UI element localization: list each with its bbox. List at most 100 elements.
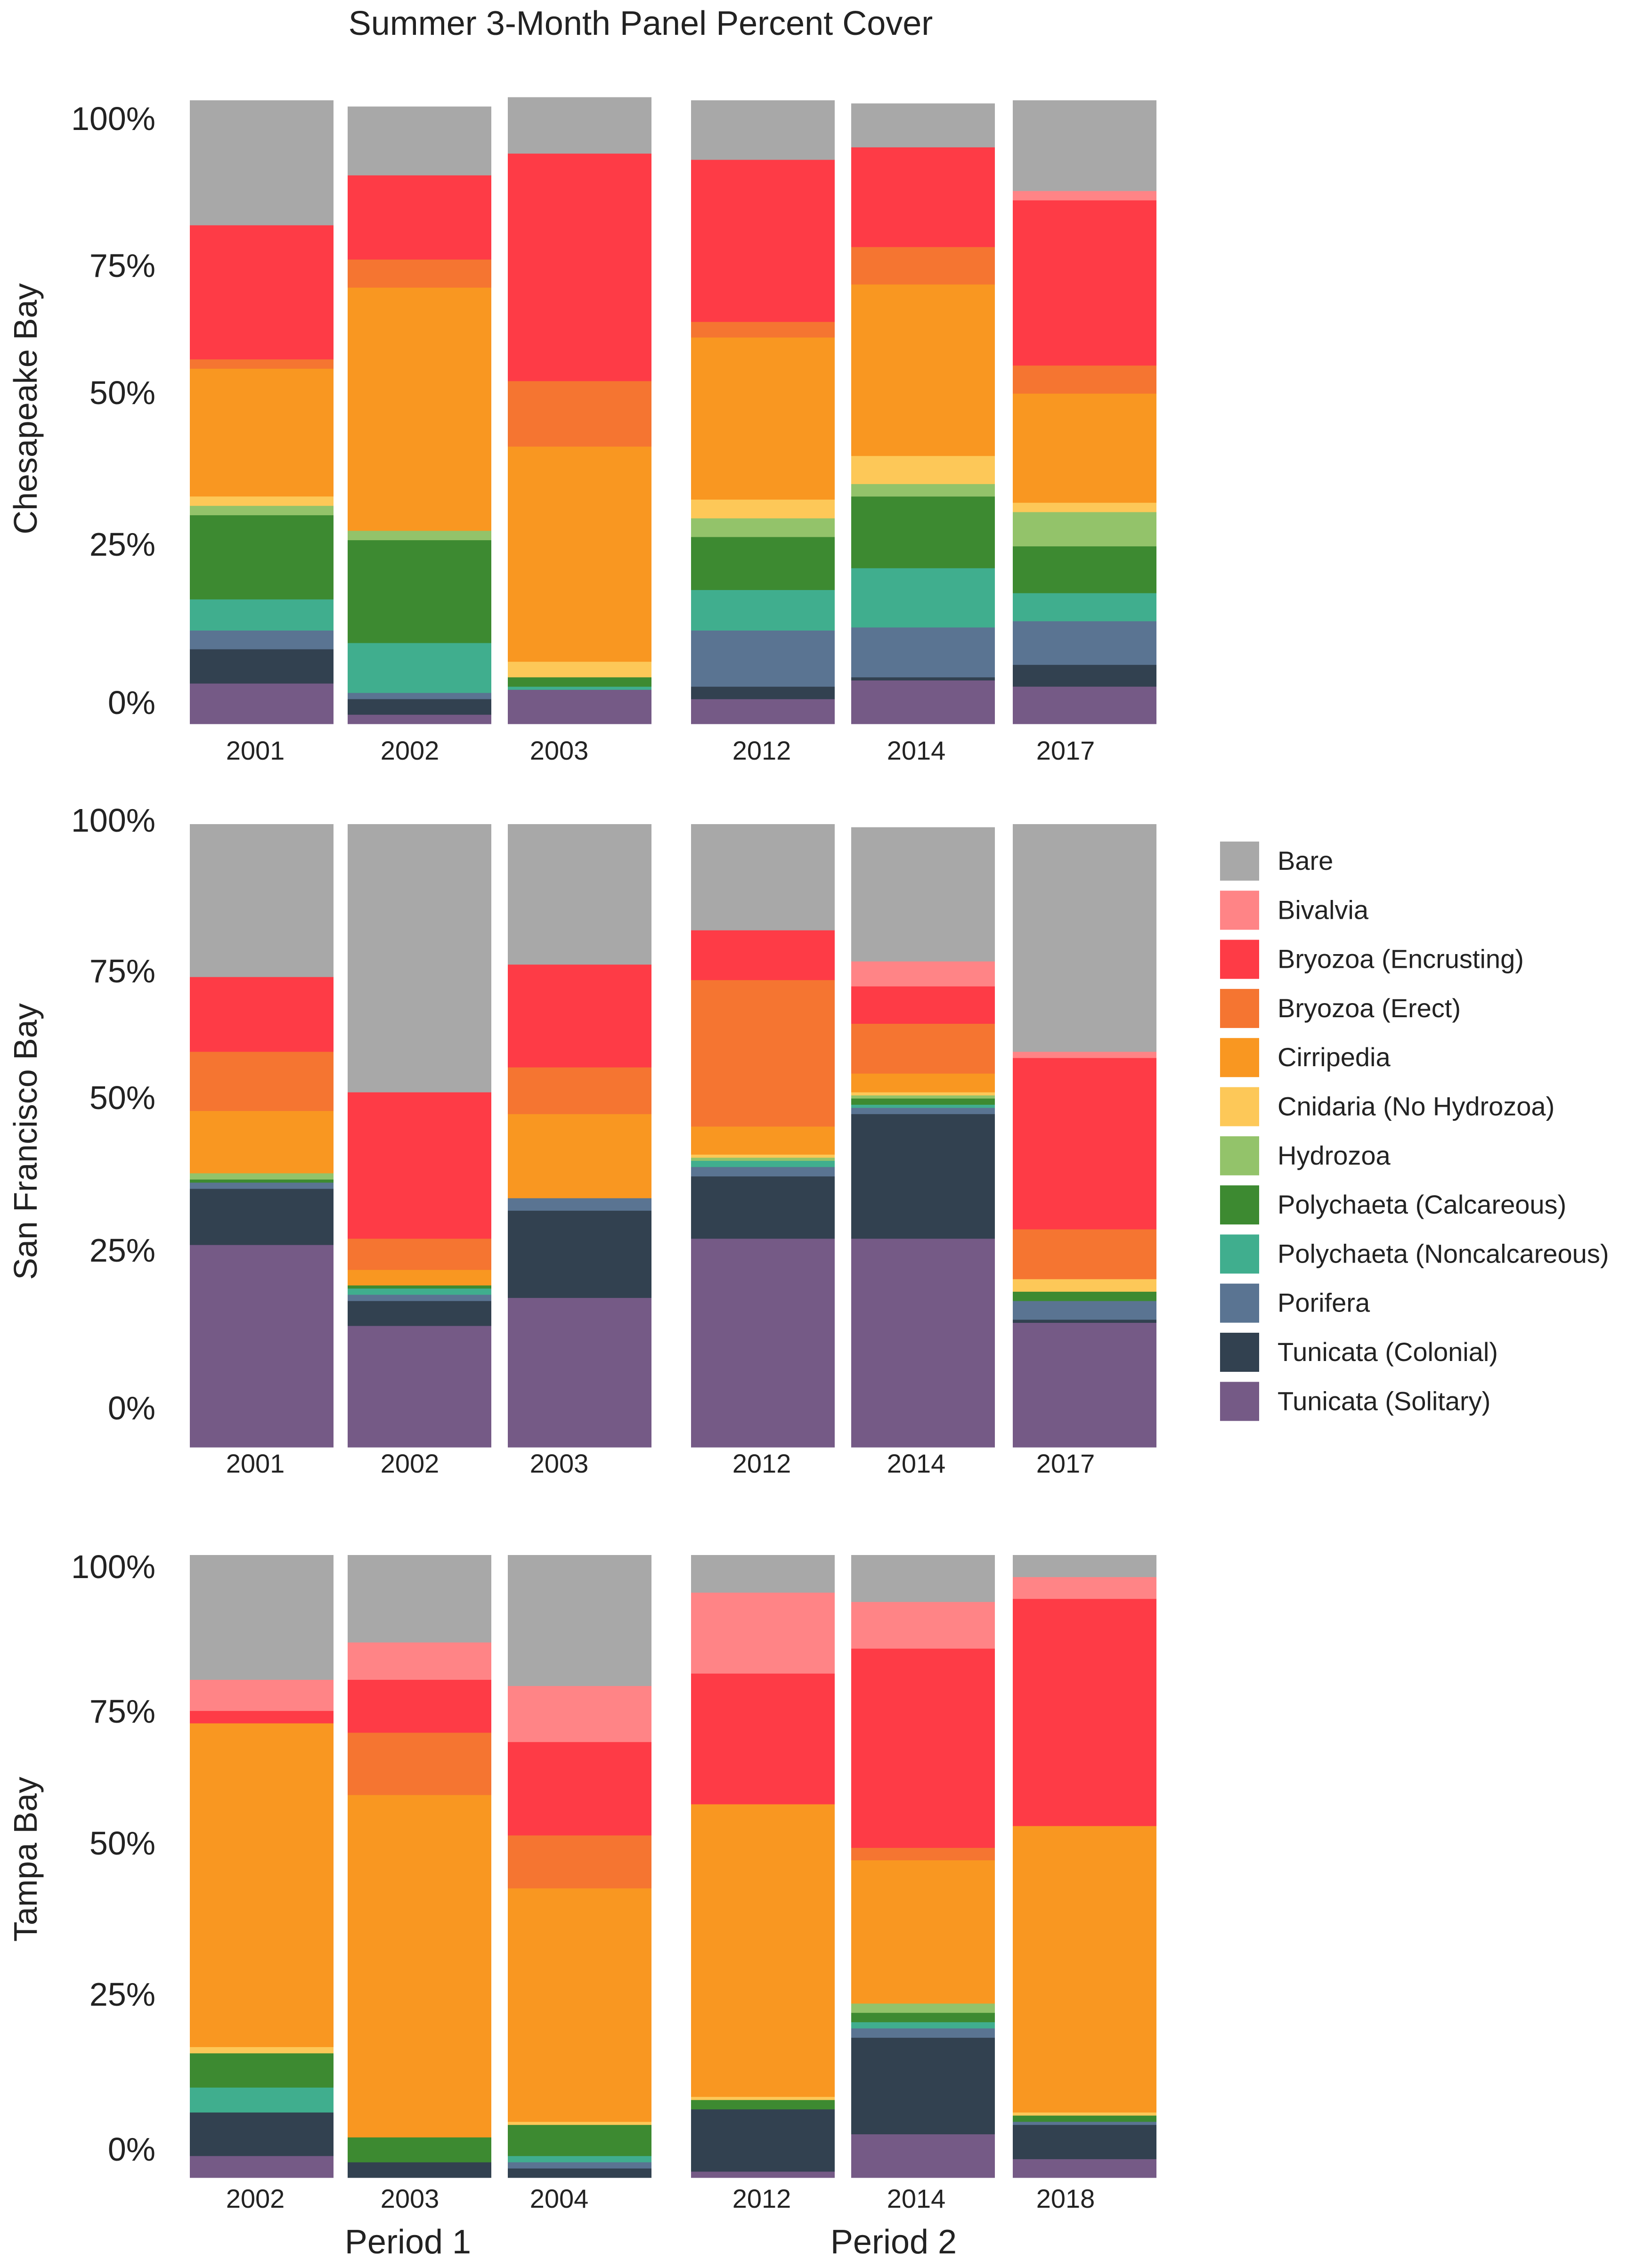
- bar-segment-polychaeta-noncalcareous: [851, 2022, 995, 2029]
- y-tick-label: 25%: [90, 1232, 155, 1269]
- legend-item-cnidaria-no-hydrozoa: Cnidaria (No Hydrozoa): [1220, 1087, 1554, 1126]
- legend-label: Polychaeta (Noncalcareous): [1278, 1239, 1609, 1268]
- bar-segment-bivalvia: [851, 961, 995, 987]
- bar-segment-polychaeta-noncalcareous: [691, 1160, 835, 1167]
- bar-segment-bare: [851, 1555, 995, 1602]
- bar-segment-bryozoa-encrusting: [348, 175, 491, 260]
- bar-segment-tunicata-solitary: [691, 1238, 835, 1448]
- bar-segment-bryozoa-erect: [851, 247, 995, 285]
- bar-segment-polychaeta-calcareous: [851, 1098, 995, 1105]
- bar-segment-tunicata-colonial: [851, 1114, 995, 1239]
- bar-segment-bivalvia: [1013, 1051, 1156, 1058]
- bar-segment-bare: [691, 824, 835, 931]
- y-tick-label: 0%: [108, 684, 155, 721]
- bar-segment-tunicata-solitary: [190, 1245, 334, 1448]
- bar-segment-bryozoa-erect: [1013, 365, 1156, 394]
- bar-2001: [190, 824, 334, 1448]
- bar-segment-cirripedia: [348, 287, 491, 531]
- bar-segment-bryozoa-encrusting: [1013, 1598, 1156, 1826]
- bar-segment-bryozoa-erect: [508, 1835, 651, 1888]
- bar-segment-polychaeta-noncalcareous: [348, 642, 491, 693]
- bar-segment-polychaeta-calcareous: [348, 1285, 491, 1289]
- bar-segment-bivalvia: [508, 1685, 651, 1742]
- x-tick-label: 2018: [1036, 2184, 1095, 2213]
- bar-segment-hydrozoa: [691, 518, 835, 537]
- panel-bars: [190, 97, 1156, 724]
- legend-label: Polychaeta (Calcareous): [1278, 1190, 1566, 1219]
- bar-segment-bryozoa-encrusting: [348, 1679, 491, 1733]
- bar-segment-tunicata-colonial: [1013, 2124, 1156, 2159]
- bar-segment-bryozoa-erect: [691, 322, 835, 338]
- x-tick-label: 2014: [887, 1449, 946, 1478]
- bar-2014: [851, 103, 995, 724]
- bar-2014: [851, 827, 995, 1448]
- panel-bars: [190, 824, 1156, 1448]
- bar-segment-tunicata-colonial: [851, 2037, 995, 2135]
- bar-segment-bivalvia: [851, 1602, 995, 1649]
- y-tick-label: 25%: [90, 1976, 155, 2013]
- y-tick-label: 100%: [71, 100, 155, 137]
- legend-swatch: [1220, 940, 1259, 979]
- bar-segment-porifera: [851, 2028, 995, 2038]
- bar-segment-tunicata-colonial: [851, 677, 995, 680]
- bar-segment-bare: [691, 100, 835, 160]
- y-tick-label: 0%: [108, 2131, 155, 2168]
- legend-swatch: [1220, 1283, 1259, 1323]
- bar-segment-porifera: [508, 1198, 651, 1211]
- legend-label: Bare: [1278, 846, 1333, 875]
- legend-item-tunicata-colonial: Tunicata (Colonial): [1220, 1333, 1498, 1372]
- bar-segment-bivalvia: [1013, 1577, 1156, 1599]
- bar-segment-hydrozoa: [190, 505, 334, 516]
- y-axis-ticks: 100% 75% 50% 25% 0%: [71, 100, 155, 721]
- x-tick-label: 2017: [1036, 1449, 1095, 1478]
- bar-segment-bryozoa-encrusting: [851, 986, 995, 1024]
- bar-segment-bare: [1013, 824, 1156, 1052]
- y-tick-label: 0%: [108, 1390, 155, 1426]
- bar-segment-bryozoa-encrusting: [1013, 1058, 1156, 1230]
- legend-swatch: [1220, 1333, 1259, 1372]
- y-axis-ticks: 100% 75% 50% 25% 0%: [71, 802, 155, 1426]
- bar-segment-bare: [851, 827, 995, 962]
- bar-segment-cnidaria-no-hydrozoa: [190, 496, 334, 506]
- legend-swatch: [1220, 1382, 1259, 1421]
- bar-2003: [348, 1555, 491, 2178]
- bar-segment-cnidaria-no-hydrozoa: [691, 499, 835, 518]
- bar-segment-polychaeta-calcareous: [1013, 2115, 1156, 2122]
- bar-segment-porifera: [190, 630, 334, 649]
- x-tick-label: 2014: [887, 736, 946, 765]
- legend-label: Bivalvia: [1278, 895, 1369, 924]
- x-tick-label: 2017: [1036, 736, 1095, 765]
- legend-item-hydrozoa: Hydrozoa: [1220, 1136, 1391, 1175]
- legend-item-bryozoa-erect: Bryozoa (Erect): [1220, 988, 1461, 1028]
- bar-segment-porifera: [190, 1182, 334, 1189]
- bar-2018: [1013, 1555, 1156, 2178]
- bar-segment-bryozoa-erect: [691, 980, 835, 1127]
- bar-segment-tunicata-colonial: [508, 2168, 651, 2178]
- bar-2014: [851, 1555, 995, 2178]
- bar-segment-bare: [348, 1555, 491, 1643]
- bar-segment-porifera: [851, 1108, 995, 1114]
- legend-swatch: [1220, 1185, 1259, 1225]
- panel-san-francisco-bay: San Francisco Bay 100% 75% 50% 25% 0% 20…: [7, 802, 1156, 1478]
- bar-segment-bryozoa-encrusting: [851, 147, 995, 247]
- bar-segment-tunicata-solitary: [851, 2134, 995, 2178]
- bar-segment-hydrozoa: [851, 484, 995, 497]
- bar-segment-hydrozoa: [190, 1173, 334, 1180]
- bar-2012: [691, 100, 835, 724]
- bar-segment-tunicata-solitary: [1013, 1322, 1156, 1448]
- bar-segment-polychaeta-noncalcareous: [851, 1104, 995, 1108]
- bar-2002: [348, 106, 491, 724]
- bar-2017: [1013, 824, 1156, 1448]
- bar-segment-bare: [851, 103, 995, 147]
- bar-segment-tunicata-colonial: [1013, 664, 1156, 687]
- legend-item-tunicata-solitary: Tunicata (Solitary): [1220, 1382, 1490, 1421]
- bar-segment-tunicata-solitary: [691, 2171, 835, 2178]
- bar-segment-tunicata-colonial: [190, 2112, 334, 2156]
- bar-segment-cnidaria-no-hydrozoa: [1013, 2112, 1156, 2116]
- bar-segment-polychaeta-calcareous: [691, 2099, 835, 2110]
- legend-label: Cnidaria (No Hydrozoa): [1278, 1092, 1554, 1121]
- y-tick-label: 25%: [90, 526, 155, 563]
- bar-segment-tunicata-solitary: [691, 699, 835, 724]
- legend-swatch: [1220, 1136, 1259, 1175]
- x-tick-label: 2001: [226, 736, 285, 765]
